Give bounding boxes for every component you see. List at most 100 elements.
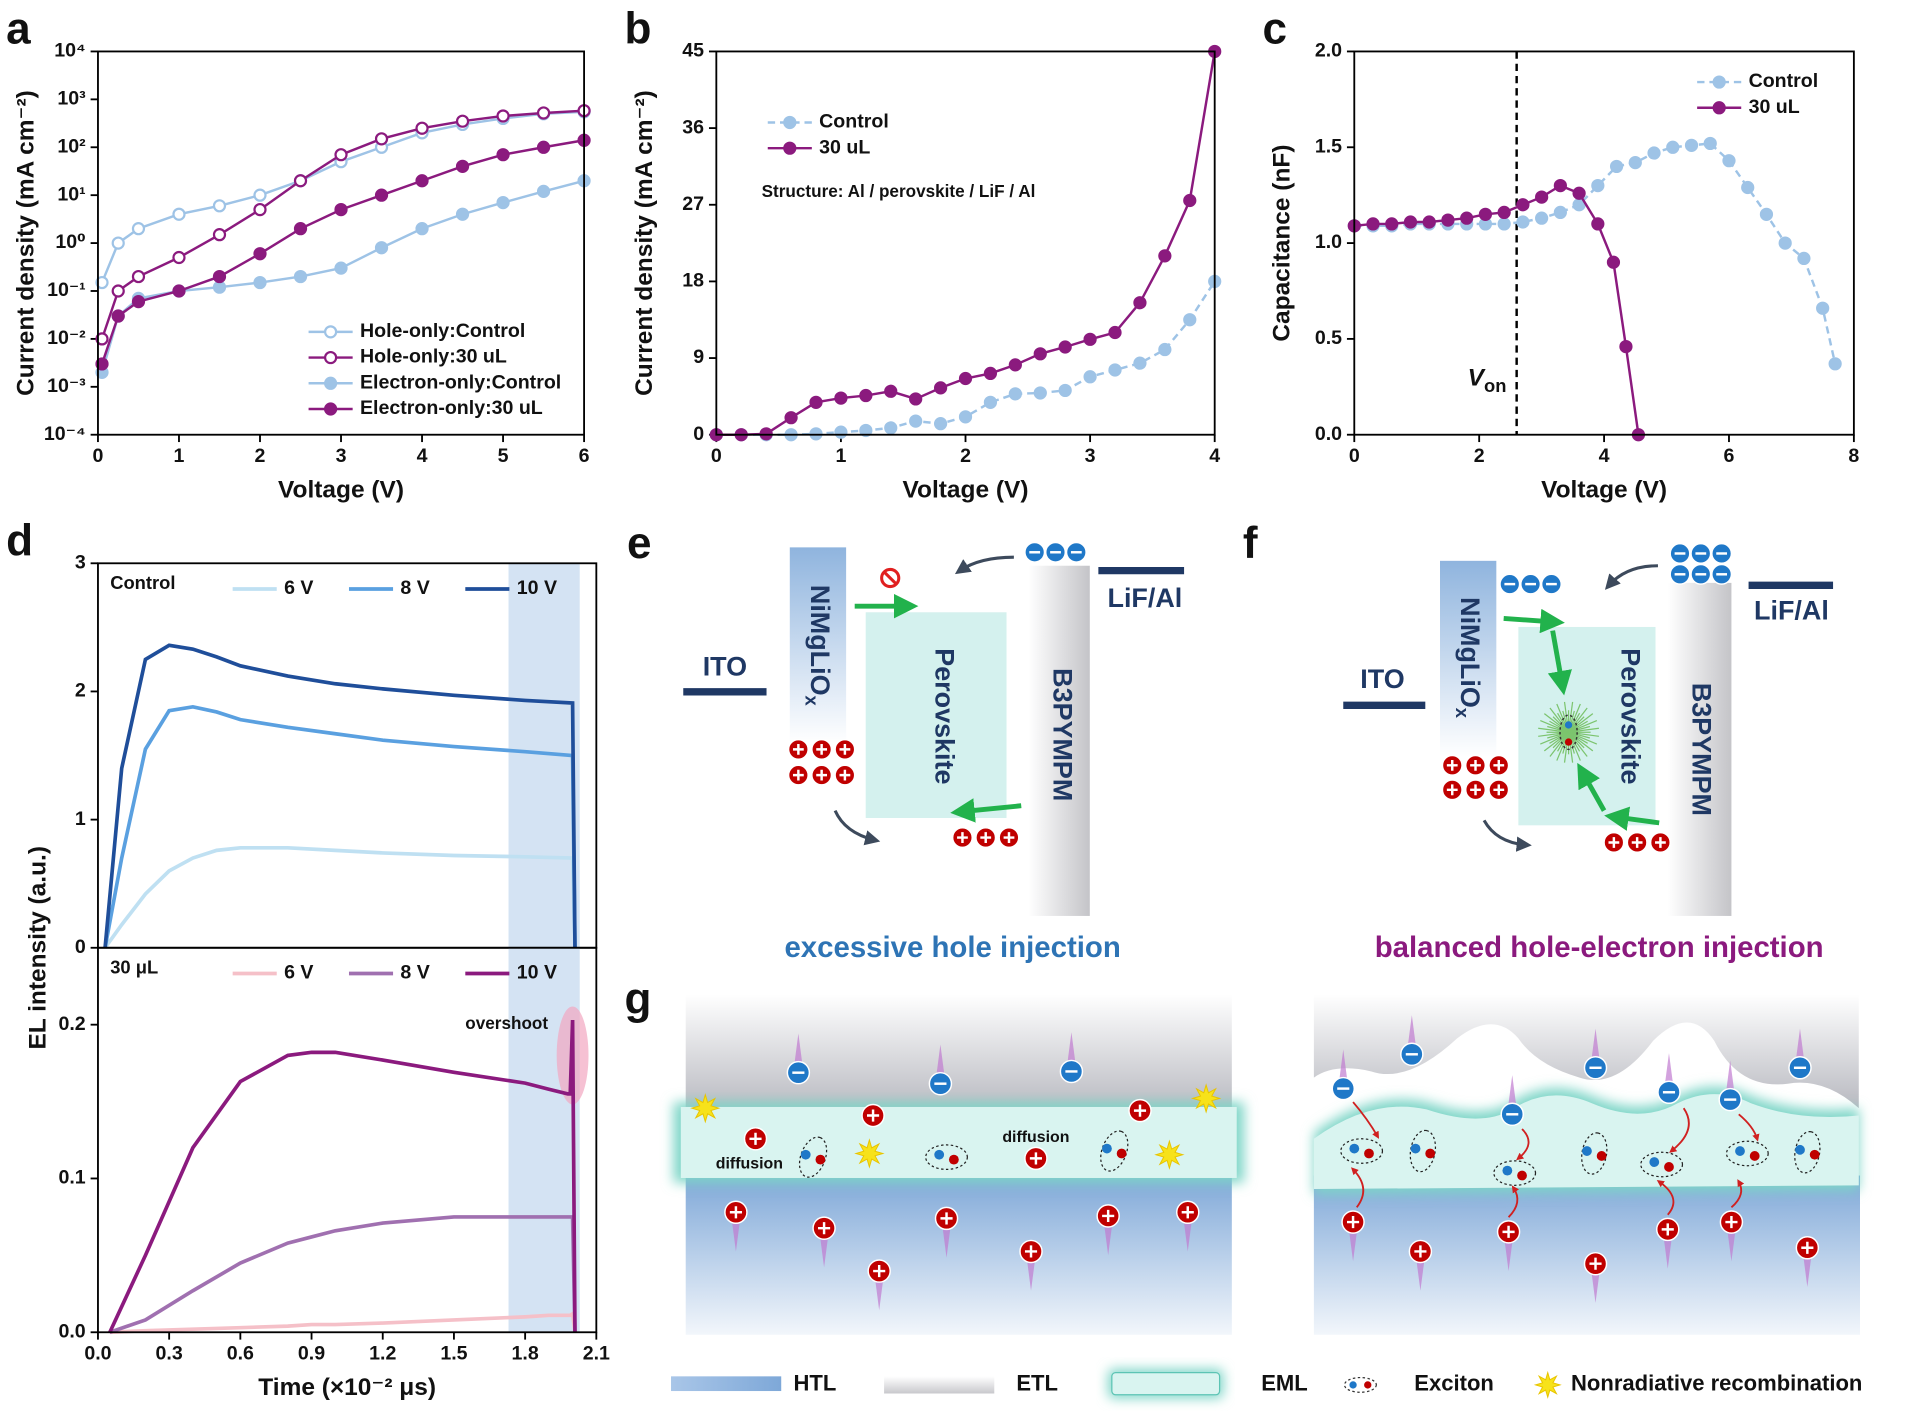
data-point: [293, 269, 308, 284]
htl-text: NiMgLiO: [805, 585, 835, 696]
electron: [1044, 541, 1067, 563]
electron: [1711, 542, 1733, 565]
exciton-hole: [1364, 1148, 1374, 1159]
y-tick-label: 10⁻²: [47, 327, 86, 349]
nonradiative-star: [1533, 1370, 1562, 1399]
nonradiative-star: [1154, 1139, 1185, 1170]
eml-level: [865, 612, 1007, 818]
y-tick-label: 45: [682, 40, 704, 62]
htl-label: NiMgLiOx: [1452, 597, 1485, 719]
data-point: [933, 381, 948, 395]
data-point: [784, 411, 798, 425]
series-line: [1354, 142, 1837, 365]
arrow: [1577, 762, 1607, 812]
exciton: [925, 1144, 968, 1171]
subplot-label: Control: [110, 572, 175, 593]
exciton: [1340, 1138, 1384, 1164]
y-tick-label: 10⁰: [55, 231, 85, 253]
data-point: [293, 222, 308, 236]
legend-exciton-hole: [1364, 1381, 1372, 1389]
electron: [1331, 1076, 1356, 1101]
hole: [1464, 754, 1487, 776]
charge-sign: [1414, 1245, 1427, 1258]
charge-trail: [1504, 1242, 1513, 1272]
charge-trail: [942, 1229, 951, 1258]
legend-marker: [324, 376, 338, 390]
caption: excessive hole injection: [784, 931, 1120, 964]
data-point: [1703, 136, 1717, 151]
electron: [1711, 563, 1733, 585]
series-line: [109, 1310, 577, 1335]
subplot-label: 30 μL: [110, 956, 158, 977]
charge-sign: [1470, 784, 1481, 796]
panel-label: c: [1262, 4, 1287, 53]
etl-level: [1028, 565, 1090, 916]
legend-marker: [783, 115, 797, 130]
charge-sign: [816, 769, 828, 781]
data-point: [1591, 178, 1605, 193]
hole: [1024, 1146, 1048, 1171]
electron: [1065, 541, 1087, 563]
htl-text: NiMgLiO: [1455, 597, 1485, 708]
legend-text: ETL: [1016, 1371, 1058, 1396]
legend-text: Exciton: [1414, 1371, 1494, 1396]
etl-layer: [1313, 994, 1859, 1109]
data-point: [374, 241, 389, 255]
hole: [861, 1103, 885, 1128]
charge-trail: [794, 1033, 803, 1062]
legend-marker: [324, 325, 338, 339]
legend-label: Hole-only:30 uL: [360, 346, 507, 368]
burst-ray: [1568, 731, 1598, 745]
hole: [812, 1216, 836, 1240]
charge-sign: [1102, 1209, 1115, 1222]
y-tick-label: 1: [75, 808, 86, 830]
x-tick-label: 2: [1474, 445, 1485, 467]
legend-text: Nonradiative recombination: [1571, 1371, 1862, 1396]
data-point: [374, 132, 389, 146]
y-tick-label: 10⁻³: [47, 375, 86, 397]
data-point: [983, 366, 998, 381]
charge-sign: [1655, 837, 1666, 848]
arrow: [1482, 819, 1532, 852]
data-point: [111, 309, 125, 323]
hole: [1603, 831, 1625, 853]
legend-label: 8 V: [400, 962, 429, 984]
legend-swatch: [671, 1376, 782, 1392]
htl-sub: x: [802, 696, 823, 707]
charge-sign: [980, 832, 992, 843]
charge-trail: [1727, 1233, 1736, 1262]
exciton-electron: [1349, 1143, 1360, 1154]
burst-ray: [1568, 731, 1594, 752]
charge-sign: [1181, 1206, 1194, 1219]
plot-frame: [97, 946, 598, 1334]
panel-label: f: [1243, 519, 1258, 568]
data-point: [1366, 217, 1380, 231]
data-point: [1497, 217, 1511, 231]
data-point: [1797, 251, 1811, 266]
x-tick-label: 0.3: [156, 1342, 183, 1364]
data-point: [334, 202, 348, 217]
charge-sign: [873, 1264, 886, 1278]
charge-trail: [1408, 1015, 1416, 1044]
transfer-arrow: [1516, 1128, 1530, 1161]
x-tick-label: 8: [1848, 445, 1859, 467]
htl-level: [1440, 560, 1497, 757]
exciton: [1493, 1160, 1537, 1186]
ito-label: ITO: [703, 652, 747, 682]
data-point: [212, 280, 227, 294]
transfer-arrow: [1656, 1179, 1675, 1216]
hole: [975, 827, 997, 849]
exciton: [1559, 714, 1578, 751]
charge-sign: [1608, 837, 1620, 848]
y-tick-label: 10¹: [57, 183, 85, 205]
charge-trail: [1067, 1032, 1076, 1061]
charge-trail: [1416, 1262, 1425, 1291]
data-point: [1008, 358, 1022, 372]
charge-trail: [1027, 1262, 1035, 1291]
data-point: [536, 184, 551, 198]
hole: [1176, 1200, 1200, 1225]
y-tick-label: 10⁻⁴: [44, 423, 86, 445]
eml-layer: [1313, 1094, 1859, 1189]
plot-frame: [1353, 50, 1855, 436]
htl-level: [789, 547, 847, 744]
